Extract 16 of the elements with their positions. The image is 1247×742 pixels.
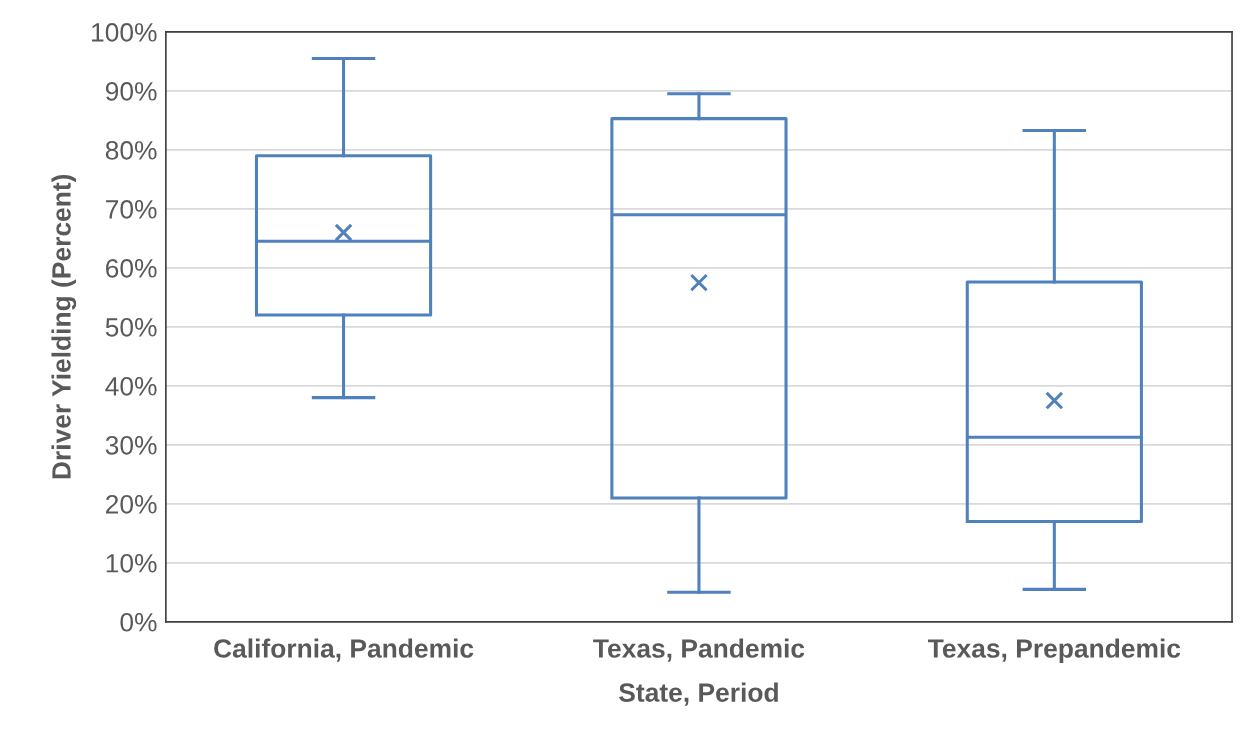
y-tick-label: 40% — [105, 376, 157, 396]
x-tick-label: California, Pandemic — [214, 638, 474, 662]
y-tick-label: 50% — [105, 317, 157, 337]
y-tick-label: 30% — [105, 435, 157, 455]
x-tick-label: Texas, Pandemic — [593, 638, 805, 662]
x-tick-label: Texas, Prepandemic — [928, 638, 1181, 664]
y-axis-title: Driver Yielding (Percent) — [51, 174, 77, 479]
y-tick-label: 10% — [106, 553, 157, 573]
y-tick-label: 80% — [105, 141, 157, 160]
y-tick-label: 70% — [106, 200, 157, 219]
y-tick-label: 60% — [106, 259, 157, 278]
y-tick-label: 20% — [106, 494, 157, 514]
y-tick-label: 100% — [92, 23, 157, 42]
y-tick-label: 0% — [120, 612, 157, 632]
x-axis-title: State, Period — [619, 682, 778, 706]
y-tick-label: 90% — [105, 82, 157, 101]
